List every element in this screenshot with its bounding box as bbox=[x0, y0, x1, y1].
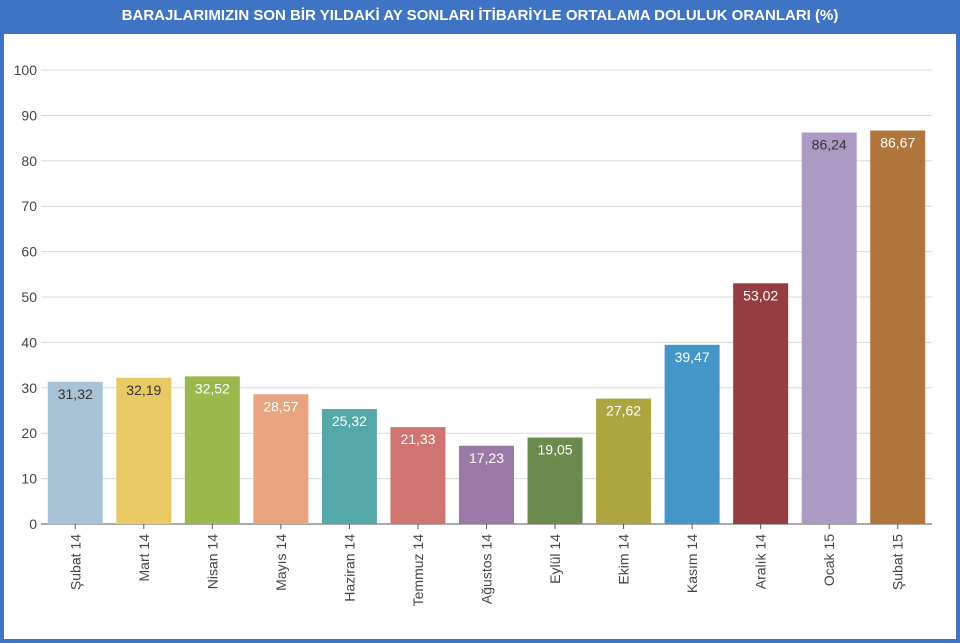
y-tick-label: 70 bbox=[21, 198, 37, 214]
y-tick-label: 80 bbox=[21, 153, 37, 169]
y-tick-label: 20 bbox=[21, 425, 37, 441]
data-label: 28,57 bbox=[263, 398, 298, 414]
x-tick-label: Eylül 14 bbox=[547, 534, 563, 584]
y-tick-label: 90 bbox=[21, 107, 37, 123]
bar bbox=[596, 398, 652, 524]
data-label: 21,33 bbox=[400, 431, 435, 447]
data-label: 17,23 bbox=[469, 450, 504, 466]
x-tick-label: Haziran 14 bbox=[341, 534, 357, 602]
bar bbox=[664, 344, 720, 524]
data-label: 53,02 bbox=[743, 287, 778, 303]
bar bbox=[733, 283, 789, 524]
bar bbox=[459, 445, 514, 524]
data-label: 86,67 bbox=[880, 135, 915, 151]
data-label: 86,24 bbox=[812, 136, 847, 152]
x-tick-label: Kasım 14 bbox=[684, 534, 700, 593]
x-tick-label: Şubat 14 bbox=[67, 534, 83, 590]
bar bbox=[801, 132, 857, 524]
bar bbox=[47, 381, 103, 524]
x-tick-label: Mart 14 bbox=[136, 534, 152, 582]
data-label: 32,52 bbox=[195, 380, 230, 396]
y-tick-label: 60 bbox=[21, 244, 37, 260]
x-tick-label: Ekim 14 bbox=[616, 534, 632, 585]
chart-title: BARAJLARIMIZIN SON BİR YILDAKİ AY SONLAR… bbox=[121, 7, 839, 24]
y-tick-label: 40 bbox=[21, 334, 37, 350]
y-tick-label: 10 bbox=[21, 471, 37, 487]
bar bbox=[253, 394, 309, 524]
x-tick-label: Şubat 15 bbox=[890, 534, 906, 590]
y-tick-label: 30 bbox=[21, 380, 37, 396]
bar bbox=[321, 409, 377, 524]
data-label: 25,32 bbox=[332, 413, 367, 429]
data-label: 39,47 bbox=[675, 349, 710, 365]
y-tick-label: 50 bbox=[21, 289, 37, 305]
y-tick-label: 0 bbox=[29, 516, 37, 532]
data-label: 19,05 bbox=[538, 442, 573, 458]
plot-area: 0 10 20 30 40 50 60 70 80 90 100 31,32 Şubat 14 32,19… bbox=[4, 34, 956, 639]
y-tick-label: 100 bbox=[14, 62, 38, 78]
bar bbox=[527, 437, 583, 524]
x-tick-label: Ağustos 14 bbox=[479, 534, 495, 604]
bar-chart: 0 10 20 30 40 50 60 70 80 90 100 31,32 Şubat 14 32,19… bbox=[14, 62, 932, 607]
x-tick-label: Mayıs 14 bbox=[273, 534, 289, 591]
x-tick-label: Temmuz 14 bbox=[410, 534, 426, 607]
bar bbox=[116, 377, 172, 524]
bar bbox=[870, 130, 926, 524]
data-label: 32,19 bbox=[126, 382, 161, 398]
bar bbox=[184, 376, 240, 524]
data-label: 27,62 bbox=[606, 403, 641, 419]
x-tick-label: Aralık 14 bbox=[753, 534, 769, 589]
x-tick-label: Nisan 14 bbox=[204, 534, 220, 589]
bar bbox=[390, 427, 446, 524]
x-tick-label: Ocak 15 bbox=[821, 534, 837, 586]
data-label: 31,32 bbox=[58, 386, 93, 402]
